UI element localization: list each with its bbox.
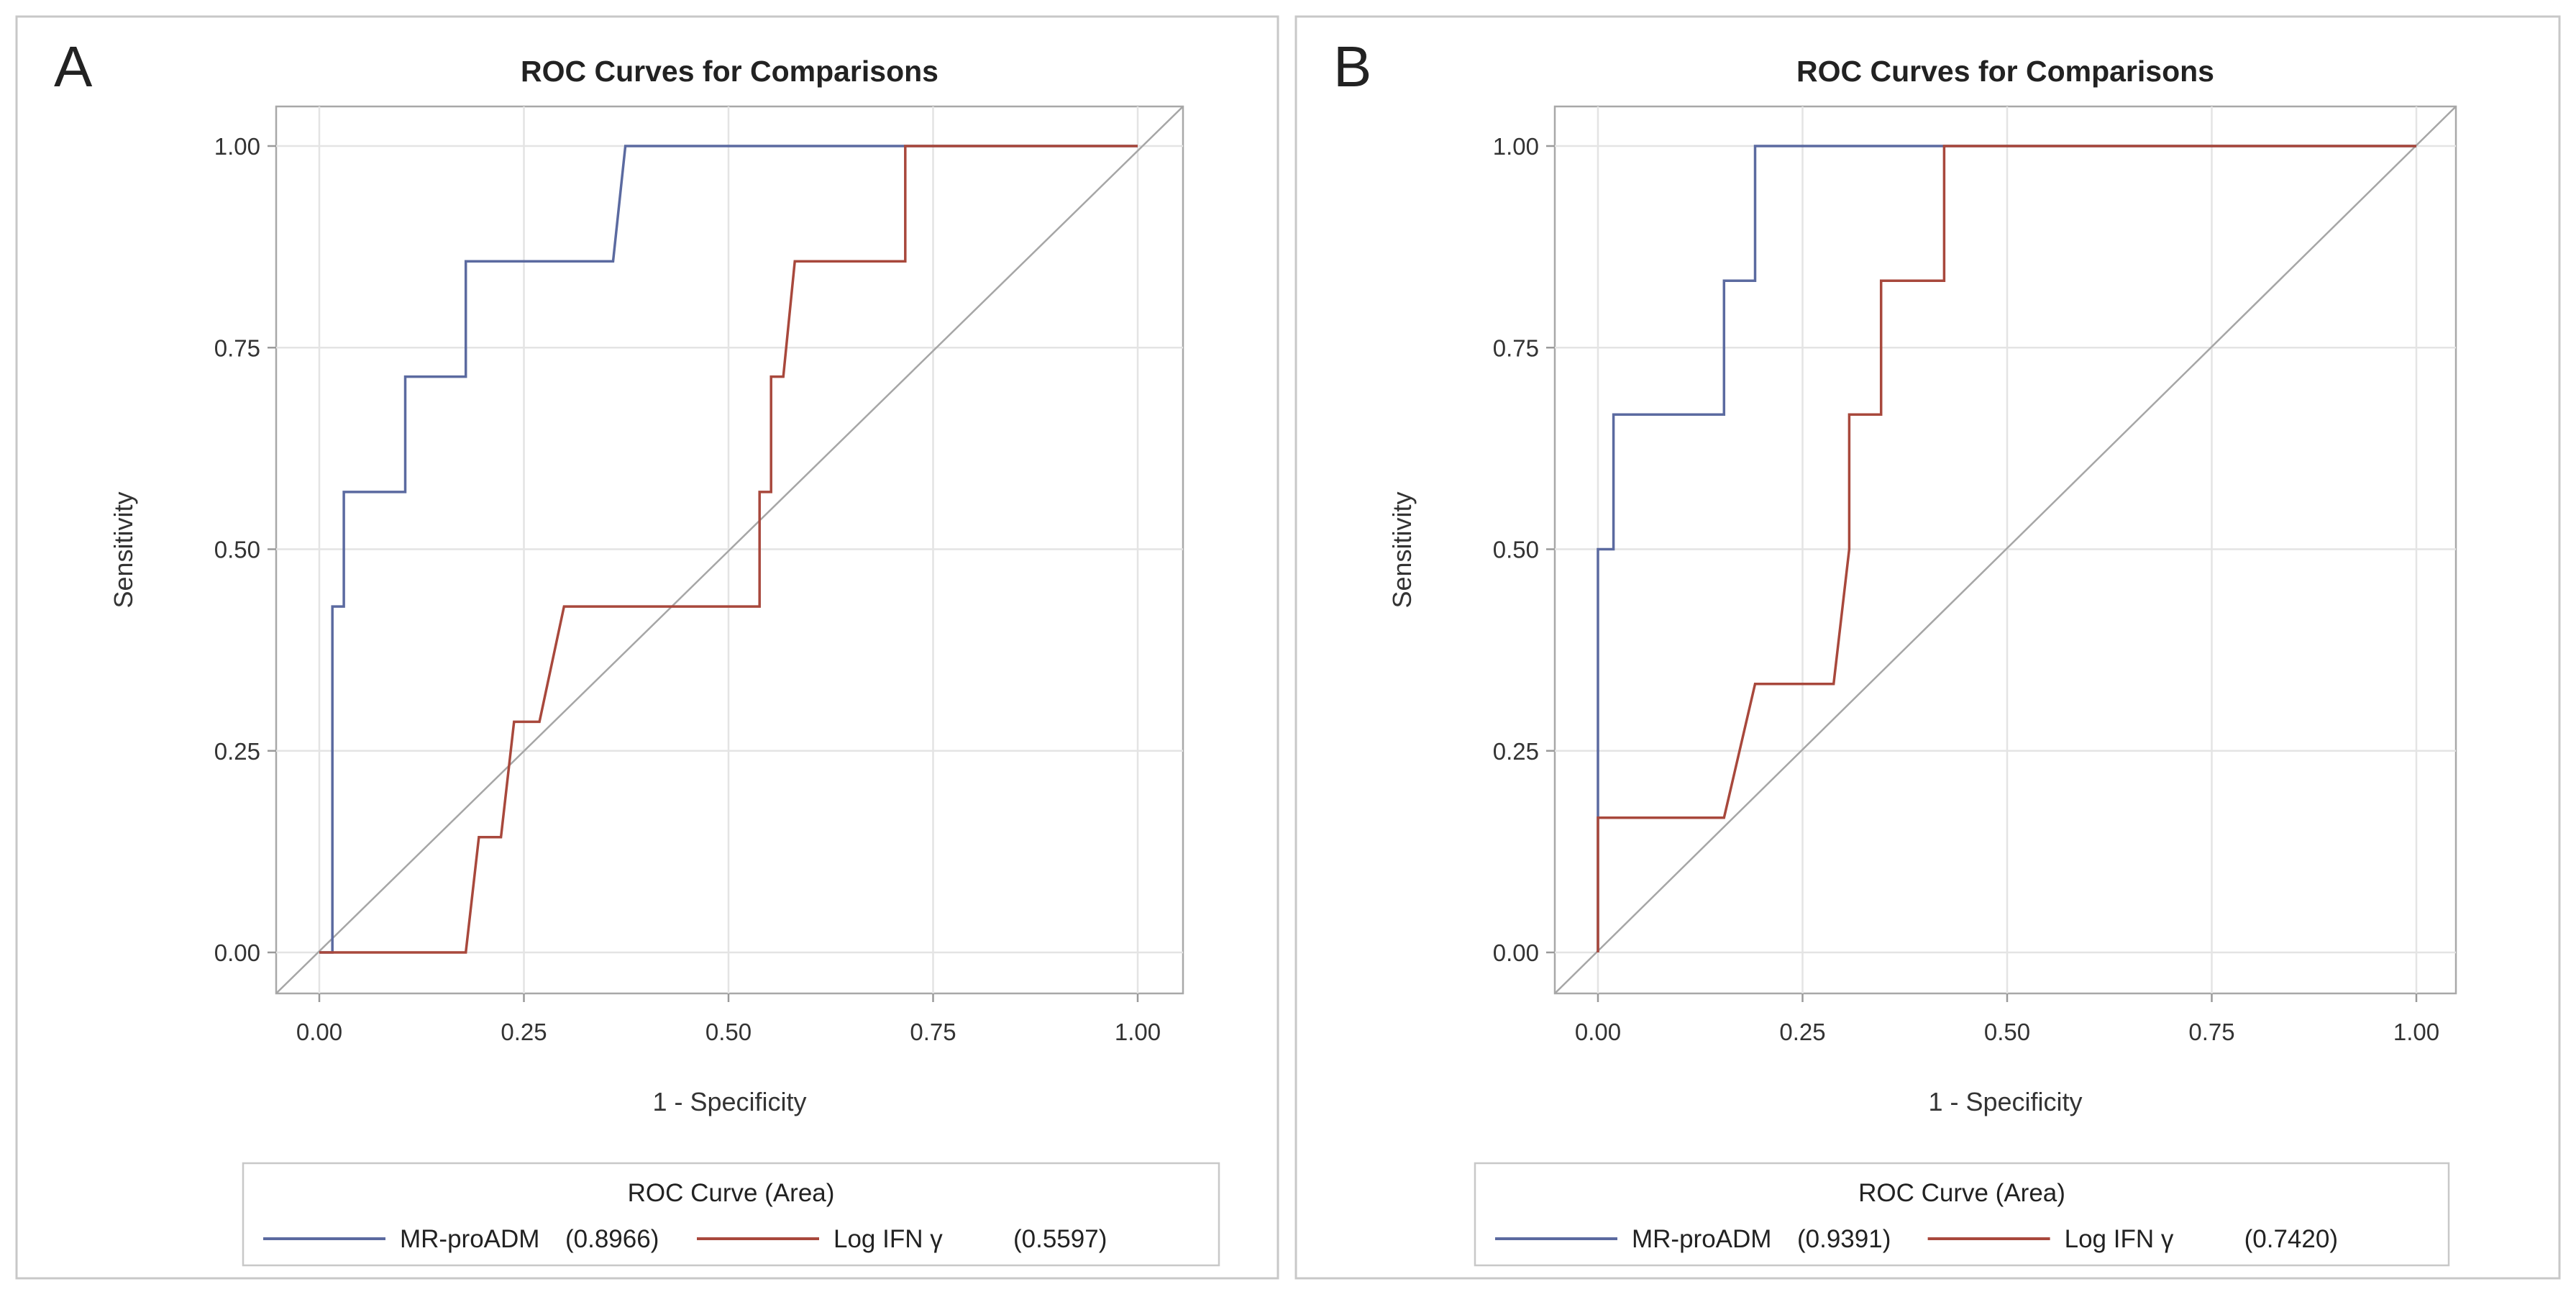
y-tick-label: 0.50 (1493, 537, 1539, 563)
legend-series-area: (0.7420) (2244, 1225, 2338, 1253)
y-tick-label: 0.75 (1493, 335, 1539, 361)
chart-title: ROC Curves for Comparisons (521, 55, 938, 88)
y-tick-label: 0.00 (214, 939, 260, 966)
y-tick-label: 1.00 (1493, 133, 1539, 160)
y-tick-label: 0.00 (1493, 939, 1539, 966)
x-tick-label: 1.00 (2393, 1019, 2439, 1045)
reference-diagonal (1554, 106, 2457, 994)
legend-box (1474, 1162, 2450, 1267)
y-tick-label: 0.50 (214, 537, 260, 563)
x-tick-label: 0.00 (1575, 1019, 1621, 1045)
x-tick-label: 0.75 (2188, 1019, 2234, 1045)
legend-series-name: MR-proADM (400, 1225, 539, 1253)
roc-curve-log-ifn-gamma (1597, 145, 2416, 952)
x-axis-label: 1 - Specificity (1928, 1087, 2082, 1116)
y-axis-label: Sensitivity (109, 491, 138, 608)
y-axis-label: Sensitivity (1387, 491, 1417, 608)
roc-curve-log-ifn-gamma (319, 145, 1138, 954)
y-tick-label: 0.75 (214, 335, 260, 361)
roc-panel-b: B ROC Curves for Comparisons 0.00 0.25 0.50 0… (1294, 15, 2561, 1280)
legend-series-name: Log IFN γ (2065, 1225, 2174, 1253)
legend: ROC Curve (Area) MR-proADM (0.8966) Log IFN… (242, 1162, 1220, 1267)
x-tick-label: 0.50 (1984, 1019, 2030, 1045)
legend-series-area: (0.8966) (565, 1225, 659, 1253)
roc-curve-mr-proadm (1597, 145, 2416, 952)
x-tick-label: 0.50 (705, 1019, 752, 1045)
legend-series-area: (0.5597) (1013, 1225, 1107, 1253)
y-tick-label: 0.25 (214, 738, 260, 765)
legend-series-name: MR-proADM (1632, 1225, 1771, 1253)
x-tick-label: 0.75 (910, 1019, 956, 1045)
legend-box (242, 1162, 1220, 1267)
roc-panel-a: A ROC Curves for Comparisons 0.00 0.25 0.50 0… (15, 15, 1279, 1280)
x-tick-label: 0.00 (296, 1019, 342, 1045)
panel-letter: A (54, 35, 93, 99)
y-tick-label: 1.00 (214, 133, 260, 160)
legend-title: ROC Curve (Area) (1858, 1179, 2065, 1207)
legend-series-area: (0.9391) (1797, 1225, 1891, 1253)
x-tick-label: 0.25 (501, 1019, 547, 1045)
x-tick-label: 1.00 (1115, 1019, 1161, 1045)
y-tick-label: 0.25 (1493, 738, 1539, 765)
reference-diagonal (275, 106, 1184, 994)
x-axis-label: 1 - Specificity (652, 1087, 806, 1116)
chart-title: ROC Curves for Comparisons (1796, 55, 2214, 88)
legend-title: ROC Curve (Area) (628, 1179, 835, 1207)
legend: ROC Curve (Area) MR-proADM (0.9391) Log IFN… (1474, 1162, 2450, 1267)
panel-letter: B (1333, 35, 1371, 99)
roc-curve-mr-proadm (319, 145, 1138, 954)
x-tick-label: 0.25 (1779, 1019, 1825, 1045)
legend-series-name: Log IFN γ (833, 1225, 943, 1253)
